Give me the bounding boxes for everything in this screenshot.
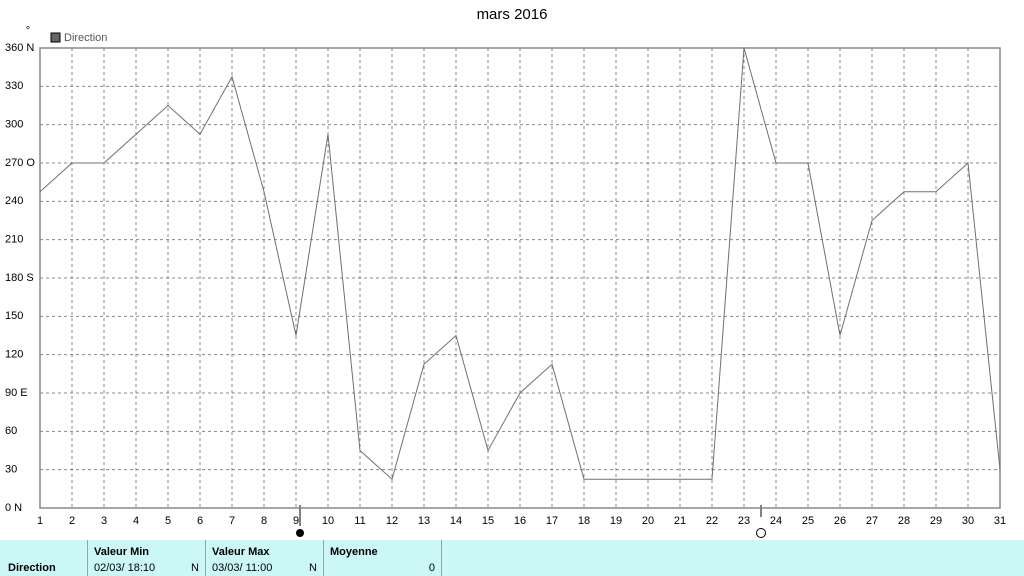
row-label: Direction <box>8 562 56 574</box>
x-tick-label: 14 <box>450 515 462 527</box>
x-tick-label: 8 <box>261 515 267 527</box>
y-tick-label: 270 O <box>5 157 35 169</box>
y-tick-label: 90 E <box>5 387 28 399</box>
x-tick-label: 13 <box>418 515 430 527</box>
x-tick-label: 16 <box>514 515 526 527</box>
new-moon-icon <box>756 528 766 538</box>
y-tick-label: 180 S <box>5 272 34 284</box>
x-tick-label: 19 <box>610 515 622 527</box>
x-tick-label: 15 <box>482 515 494 527</box>
x-tick-label: 2 <box>69 515 75 527</box>
mean-header: Moyenne <box>330 546 378 558</box>
mean-cell: Moyenne 0 <box>324 540 442 576</box>
max-cell: Valeur Max 03/03/ 11:00 N <box>206 540 324 576</box>
x-tick-label: 21 <box>674 515 686 527</box>
data-line <box>39 47 1001 481</box>
y-tick-label: 120 <box>5 349 23 361</box>
y-tick-label: 300 <box>5 119 23 131</box>
x-tick-label: 25 <box>802 515 814 527</box>
max-header: Valeur Max <box>212 546 270 558</box>
x-tick-label: 20 <box>642 515 654 527</box>
y-tick-label: 210 <box>5 234 23 246</box>
summary-table: Direction Valeur Min 02/03/ 18:10 N Vale… <box>0 540 1024 576</box>
x-tick-label: 28 <box>898 515 910 527</box>
x-tick-label: 6 <box>197 515 203 527</box>
x-tick-label: 23 <box>738 515 750 527</box>
x-tick-label: 10 <box>322 515 334 527</box>
x-tick-label: 27 <box>866 515 878 527</box>
x-tick-label: 1 <box>37 515 43 527</box>
legend-label: Direction <box>64 32 107 44</box>
max-time: 03/03/ 11:00 <box>212 562 273 574</box>
x-tick-label: 31 <box>994 515 1006 527</box>
max-value: N <box>309 562 317 574</box>
x-tick-label: 17 <box>546 515 558 527</box>
legend-swatch <box>50 32 61 43</box>
x-tick-label: 7 <box>229 515 235 527</box>
x-tick-label: 26 <box>834 515 846 527</box>
mean-value: 0 <box>428 562 435 574</box>
x-tick-label: 4 <box>133 515 139 527</box>
plot-frame <box>39 47 1001 509</box>
x-tick-label: 29 <box>930 515 942 527</box>
y-tick-label: 330 <box>5 80 23 92</box>
min-value: N <box>191 562 199 574</box>
x-tick-label: 30 <box>962 515 974 527</box>
x-tick-label: 24 <box>770 515 782 527</box>
x-tick-label: 12 <box>386 515 398 527</box>
y-tick-label: 60 <box>5 425 17 437</box>
y-tick-label: 150 <box>5 310 23 322</box>
x-tick-label: 18 <box>578 515 590 527</box>
min-cell: Valeur Min 02/03/ 18:10 N <box>88 540 206 576</box>
min-header: Valeur Min <box>94 546 150 558</box>
min-time: 02/03/ 18:10 <box>94 562 156 574</box>
x-tick-label: 5 <box>165 515 171 527</box>
row-cell: Direction <box>0 540 88 576</box>
y-tick-label: 360 N <box>5 42 34 54</box>
y-tick-label: 30 <box>5 464 17 476</box>
chart-title: mars 2016 <box>477 6 548 23</box>
x-tick-label: 11 <box>354 515 365 527</box>
x-tick-label: 22 <box>706 515 718 527</box>
y-axis-label: ° <box>26 25 30 37</box>
full-moon-icon <box>296 529 304 537</box>
y-tick-label: 240 <box>5 195 23 207</box>
x-tick-label: 3 <box>101 515 107 527</box>
y-tick-label: 0 N <box>5 502 22 514</box>
x-tick-label: 9 <box>293 515 299 527</box>
